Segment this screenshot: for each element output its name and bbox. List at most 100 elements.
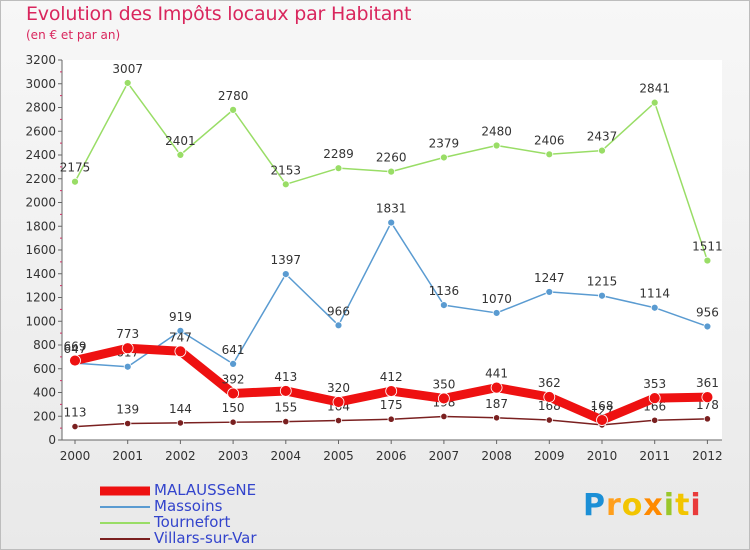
legend-label-villars: Villars-sur-Var [154, 529, 257, 547]
data-point-massoins [176, 326, 185, 335]
data-label-villars-sur-var: 150 [222, 401, 245, 415]
data-label-villars-sur-var: 187 [485, 397, 508, 411]
data-point-malaussene [279, 385, 292, 397]
legend-swatch-massoins [100, 506, 150, 508]
line-chart: 0 200 400 600 800 1000 1200 1400 1600 1800 2000 220… [25, 53, 723, 463]
data-label-tournefort: 2153 [271, 163, 302, 177]
x-tick-label: 2003 [218, 449, 249, 463]
y-tick-label: 2200 [25, 172, 56, 186]
proxiti-logo: Proxiti [583, 488, 702, 523]
data-point-massoins [492, 309, 501, 317]
data-label-tournefort: 2289 [323, 147, 354, 161]
x-tick-label: 2010 [587, 449, 618, 463]
y-tick-label: 1000 [25, 314, 56, 328]
x-tick-label: 2000 [60, 449, 91, 463]
data-label-villars-sur-var: 175 [380, 398, 403, 412]
legend-label-malaussene: MALAUSSeNE [154, 481, 257, 499]
data-point-malaussene [648, 392, 661, 404]
y-tick-label: 800 [33, 338, 56, 352]
data-point-malaussene [385, 385, 398, 397]
data-point-villars-sur-var [545, 416, 553, 424]
chart-title: Evolution des Impôts locaux par Habitant [26, 3, 412, 25]
data-point-tournefort [387, 167, 396, 176]
logo-letter: x [643, 488, 664, 523]
data-label-tournefort: 2480 [481, 125, 512, 139]
data-label-villars-sur-var: 144 [169, 402, 192, 416]
y-tick-label: 2800 [25, 101, 56, 115]
logo-letter: i [663, 488, 676, 523]
data-point-tournefort [71, 177, 79, 186]
legend-swatch-malaussene [100, 486, 150, 496]
data-point-tournefort [492, 141, 501, 150]
data-label-tournefort: 2406 [534, 133, 565, 147]
y-tick-label: 400 [33, 386, 56, 400]
x-tick-label: 2004 [271, 449, 302, 463]
x-tick-label: 2002 [165, 449, 196, 463]
data-point-malaussene [701, 391, 714, 404]
data-label-malaussene: 413 [274, 370, 297, 384]
y-tick-label: 1800 [25, 219, 56, 233]
legend-label-tournefort: Tournefort [154, 513, 231, 531]
data-label-tournefort: 2780 [218, 89, 249, 103]
data-point-malaussene [227, 387, 240, 400]
legend-label-massoins: Massoins [154, 497, 223, 515]
logo-letter: P [583, 488, 606, 523]
data-label-massoins: 647 [64, 342, 87, 356]
data-label-malaussene: 747 [169, 330, 192, 344]
data-point-villars-sur-var [229, 418, 237, 426]
data-label-malaussene: 353 [643, 377, 666, 391]
data-label-malaussene: 320 [327, 381, 350, 395]
data-label-malaussene: 350 [432, 377, 455, 391]
data-label-malaussene: 773 [116, 327, 139, 341]
data-label-tournefort: 2437 [587, 130, 618, 144]
data-point-tournefort [176, 150, 185, 159]
y-tick-label: 200 [33, 409, 56, 423]
data-point-tournefort [598, 146, 606, 155]
data-point-tournefort [229, 105, 238, 114]
logo-letter: i [690, 488, 702, 523]
logo-letter: r [606, 488, 622, 523]
data-label-massoins: 1136 [429, 284, 460, 298]
data-label-malaussene: 362 [538, 376, 561, 390]
data-point-tournefort [281, 180, 290, 189]
data-point-villars-sur-var [440, 412, 448, 421]
data-point-villars-sur-var [492, 414, 501, 422]
data-point-villars-sur-var [334, 416, 343, 425]
data-label-tournefort: 2401 [165, 134, 196, 148]
data-point-tournefort [334, 164, 343, 173]
data-point-massoins [598, 291, 606, 300]
data-point-massoins [545, 288, 554, 296]
data-point-tournefort [703, 256, 712, 265]
data-label-massoins: 641 [222, 343, 245, 357]
data-label-massoins: 1397 [271, 253, 302, 267]
data-label-malaussene: 441 [485, 367, 508, 381]
y-tick-label: 600 [33, 362, 56, 376]
data-point-malaussene [437, 392, 450, 405]
x-tick-label: 2008 [481, 449, 512, 463]
x-tick-label: 2005 [323, 449, 354, 463]
data-label-massoins: 956 [696, 305, 719, 319]
y-tick-label: 2600 [25, 124, 56, 138]
data-point-massoins [123, 362, 132, 371]
data-label-tournefort: 1511 [692, 240, 723, 254]
data-label-tournefort: 3007 [112, 62, 143, 76]
x-tick-label: 2011 [639, 449, 670, 463]
data-point-massoins [387, 218, 396, 227]
x-tick-label: 2012 [692, 449, 723, 463]
x-tick-label: 2007 [429, 449, 460, 463]
data-point-villars-sur-var [282, 417, 290, 426]
data-point-villars-sur-var [387, 415, 395, 423]
data-point-malaussene [121, 342, 134, 355]
x-tick-label: 2001 [112, 449, 143, 463]
data-point-villars-sur-var [176, 419, 184, 427]
data-point-villars-sur-var [124, 419, 132, 428]
data-point-tournefort [123, 79, 132, 87]
data-label-malaussene: 412 [380, 370, 403, 384]
data-point-malaussene [174, 345, 187, 358]
data-point-tournefort [439, 153, 448, 162]
y-tick-label: 1200 [25, 291, 56, 305]
data-point-villars-sur-var [71, 422, 79, 431]
data-label-massoins: 1114 [639, 287, 670, 301]
logo-letter: o [621, 488, 644, 523]
data-label-malaussene: 361 [696, 376, 719, 390]
